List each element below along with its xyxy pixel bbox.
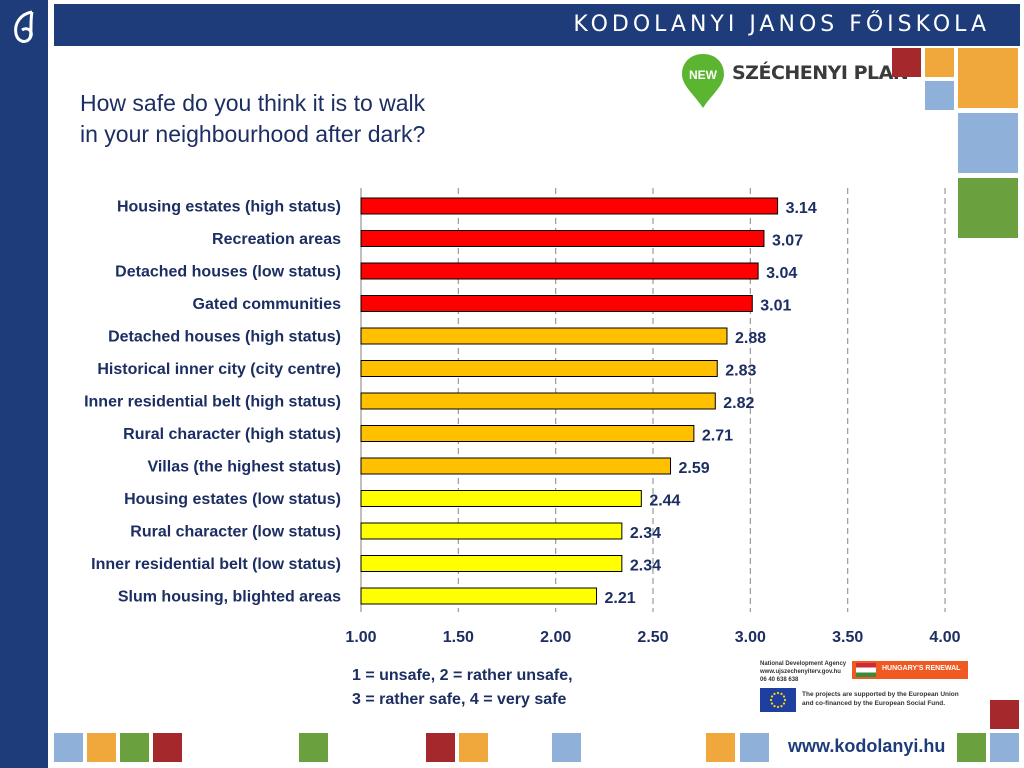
bar	[360, 197, 779, 215]
value-label: 2.82	[723, 395, 754, 412]
value-label: 2.83	[725, 363, 756, 380]
category-label: Rural character (high status)	[123, 426, 341, 443]
value-label: 2.88	[735, 330, 766, 347]
category-label: Inner residential belt (low status)	[91, 556, 341, 573]
value-label: 2.21	[605, 590, 636, 607]
chart-bars	[360, 197, 779, 605]
eu-funding-text: The projects are supported by the Europe…	[802, 691, 959, 707]
bar	[360, 327, 728, 345]
value-label: 2.71	[702, 428, 733, 445]
agency-text: National Development Agency www.ujszeche…	[760, 661, 847, 683]
category-label: Recreation areas	[212, 231, 341, 248]
school-name: KODOLANYI JANOS FŐISKOLA	[573, 12, 990, 37]
category-label: Housing estates (high status)	[117, 199, 341, 216]
slide-title: How safe do you think it is to walk in y…	[80, 90, 426, 147]
website-url[interactable]: www.kodolanyi.hu	[788, 736, 946, 756]
bar	[360, 457, 672, 475]
deco-square	[958, 48, 1018, 108]
agency-block: National Development Agency www.ujszeche…	[760, 660, 970, 684]
renewal-text: HUNGARY'S RENEWAL	[882, 665, 961, 672]
value-label: 3.14	[786, 200, 817, 217]
chart-labels: Housing estates (high status) 3.14 Recreat…	[84, 199, 817, 608]
szechenyi-plan-text: SZÉCHENYI PLAN	[732, 62, 909, 84]
new-badge-icon: NEW	[682, 54, 724, 108]
bar	[360, 392, 716, 410]
value-label: 2.44	[649, 493, 680, 510]
bar	[360, 360, 718, 377]
value-label: 2.59	[679, 460, 710, 477]
x-tick-label: 2.00	[540, 629, 571, 646]
college-logo-icon	[14, 10, 34, 43]
deco-square	[54, 733, 83, 762]
bar	[360, 555, 623, 572]
category-label: Gated communities	[193, 296, 342, 313]
category-label: Rural character (low status)	[130, 524, 341, 541]
top-header-bar: KODOLANYI JANOS FŐISKOLA	[54, 4, 1020, 46]
deco-square	[459, 733, 488, 762]
deco-square	[990, 700, 1019, 729]
hungary-flag-icon	[852, 661, 968, 679]
deco-square	[892, 48, 921, 77]
value-label: 3.01	[760, 298, 791, 315]
value-label: 3.07	[772, 233, 803, 250]
value-label: 2.34	[630, 558, 661, 575]
x-tick-label: 3.50	[832, 629, 863, 646]
eu-funding-block: The projects are supported by the Europe…	[760, 688, 980, 714]
scale-note-text: 1 = unsafe, 2 = rather unsafe, 3 = rathe…	[352, 667, 573, 708]
category-label: Inner residential belt (high status)	[84, 394, 341, 411]
left-brand-bar	[0, 0, 48, 768]
deco-square	[552, 733, 581, 762]
category-label: Villas (the highest status)	[147, 459, 341, 476]
deco-square	[925, 48, 954, 77]
bar	[360, 490, 642, 507]
bar	[360, 295, 753, 312]
bar	[360, 522, 623, 540]
eu-flag-icon	[760, 688, 796, 712]
bar	[360, 262, 759, 280]
category-label: Detached houses (low status)	[115, 264, 341, 281]
deco-square	[957, 733, 986, 762]
hungary-renewal-logo: HUNGARY'S RENEWAL	[852, 661, 968, 679]
x-tick-label: 1.00	[345, 629, 376, 646]
value-label: 3.04	[766, 265, 797, 282]
deco-square	[990, 733, 1019, 762]
deco-square	[426, 733, 455, 762]
deco-square	[706, 733, 735, 762]
category-label: Detached houses (high status)	[108, 329, 341, 346]
bar	[360, 587, 598, 605]
value-label: 2.34	[630, 525, 661, 542]
bar	[360, 425, 695, 442]
category-label: Historical inner city (city centre)	[97, 361, 341, 378]
deco-square	[153, 733, 182, 762]
x-tick-label: 1.50	[443, 629, 474, 646]
deco-square	[299, 733, 328, 762]
deco-square	[958, 113, 1018, 173]
szechenyi-plan-logo: NEW SZÉCHENYI PLAN	[676, 50, 909, 120]
deco-square	[740, 733, 769, 762]
x-tick-label: 4.00	[929, 629, 960, 646]
x-tick-label: 2.50	[637, 629, 668, 646]
new-badge-text: NEW	[689, 68, 718, 82]
deco-square	[120, 733, 149, 762]
scale-note: 1 = unsafe, 2 = rather unsafe, 3 = rathe…	[352, 664, 573, 712]
category-label: Slum housing, blighted areas	[118, 589, 341, 606]
category-label: Housing estates (low status)	[124, 491, 341, 508]
x-tick-label: 3.00	[735, 629, 766, 646]
bar	[360, 230, 765, 247]
deco-square	[958, 178, 1018, 238]
deco-square	[925, 81, 954, 110]
deco-square	[87, 733, 116, 762]
chart-x-ticks: 1.00 1.50 2.00 2.50 3.00 3.50 4.00	[345, 629, 960, 646]
